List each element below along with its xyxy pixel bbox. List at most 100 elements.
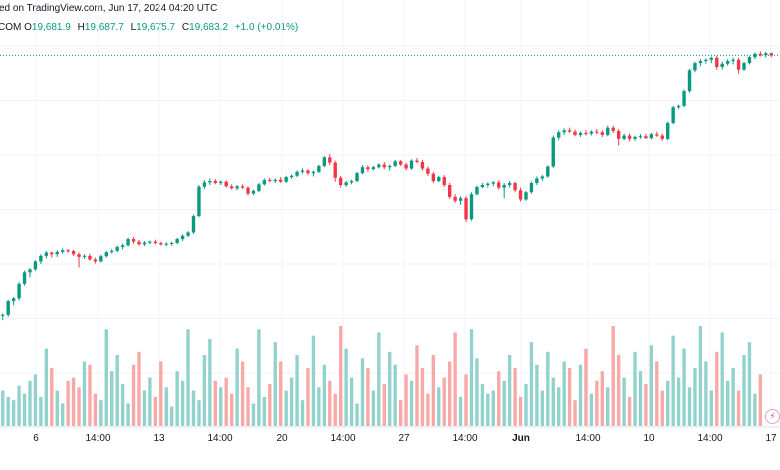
candle-body	[317, 165, 321, 172]
candle-body	[731, 59, 735, 62]
volume-bar	[126, 403, 130, 426]
volume-bar	[442, 377, 446, 426]
candle-body	[93, 259, 98, 262]
open-label: O	[24, 22, 32, 33]
candle-body	[393, 161, 397, 166]
volume-bar	[1, 390, 5, 426]
volume-bar	[360, 358, 365, 426]
volume-bar	[486, 393, 490, 426]
candle-body	[33, 261, 38, 270]
volume-bar	[219, 387, 223, 426]
candle-body	[437, 177, 441, 182]
volume-bar	[77, 387, 81, 426]
volume-bar	[529, 342, 534, 426]
candle-body	[578, 132, 583, 135]
close-value: 19,683.2	[189, 22, 229, 33]
volume-bar	[279, 361, 283, 426]
volume-bar	[6, 396, 10, 426]
volume-bar	[251, 403, 256, 426]
candle-body	[388, 165, 392, 168]
candle-body	[382, 164, 386, 168]
candle-body	[55, 251, 59, 255]
candle-body	[273, 179, 277, 182]
volume-bar	[420, 367, 425, 426]
candle-body	[420, 161, 425, 169]
volume-bar	[88, 364, 92, 426]
candle-body	[279, 179, 283, 182]
candle-body	[682, 91, 686, 106]
volume-bar	[567, 367, 572, 426]
volume-bar	[93, 393, 98, 426]
volume-bar	[224, 377, 228, 426]
candle-body	[518, 190, 523, 200]
volume-bar	[180, 380, 185, 426]
candle-body	[584, 132, 588, 134]
low-label: L	[130, 22, 137, 33]
candle-body	[606, 127, 610, 135]
candle-body	[180, 235, 185, 240]
volume-bar	[584, 348, 588, 426]
volume-bar	[627, 396, 632, 426]
candle-body	[22, 272, 27, 284]
candle-body	[328, 157, 332, 163]
volume-bar	[371, 390, 376, 426]
volume-bar	[377, 332, 381, 426]
volume-bar	[322, 364, 327, 426]
volume-bar	[104, 329, 108, 426]
volume-bar	[573, 400, 577, 426]
candle-body	[82, 255, 87, 257]
candle-body	[769, 53, 773, 56]
volume-bar	[317, 387, 321, 426]
candle-body	[257, 184, 261, 191]
volume-bar	[17, 385, 21, 426]
x-tick-label: 20	[276, 433, 288, 444]
candle-body	[464, 198, 468, 220]
candle-body	[17, 283, 21, 299]
x-tick-label: 14:00	[575, 433, 600, 444]
candle-body	[322, 157, 327, 166]
volume-bars	[1, 326, 763, 426]
candle-body	[676, 105, 681, 108]
candle-body	[295, 171, 299, 176]
volume-bar	[131, 364, 136, 426]
volume-bar	[758, 374, 763, 426]
candle-body	[120, 245, 125, 247]
candle-body	[224, 181, 228, 187]
candle-body	[502, 185, 506, 188]
candle-body	[186, 232, 190, 236]
candle-body	[595, 131, 599, 133]
volume-bar	[551, 377, 555, 426]
candle-body	[660, 135, 664, 139]
candle-body	[66, 250, 70, 252]
candle-body	[720, 63, 724, 68]
lightning-icon[interactable]: ⚡	[765, 409, 780, 424]
candle-body	[638, 136, 643, 138]
candle-body	[229, 186, 234, 189]
high-value: 19,687.7	[84, 22, 124, 33]
candle-body	[191, 215, 196, 233]
volume-bar	[606, 387, 610, 426]
volume-bar	[33, 374, 38, 426]
candle-body	[497, 182, 501, 188]
x-tick-label: 14:00	[330, 433, 355, 444]
candle-body	[142, 242, 147, 245]
volume-bar	[159, 361, 163, 426]
volume-bar	[110, 371, 114, 426]
volume-bar	[398, 400, 403, 426]
x-tick-label: 10	[643, 433, 655, 444]
candle-body	[557, 132, 561, 138]
candle-body	[115, 246, 119, 251]
volume-bar	[513, 367, 517, 426]
ohlc-legend: COM O19,681.9 H19,687.7 L19,675.7 C19,68…	[0, 22, 302, 33]
candle-body	[480, 185, 485, 187]
x-tick-label: 17	[765, 433, 777, 444]
volume-bar	[524, 384, 528, 426]
candle-body	[99, 256, 103, 262]
candle-body	[360, 167, 365, 174]
candle-body	[77, 254, 81, 257]
candle-body	[197, 186, 201, 216]
volume-bar	[393, 364, 397, 426]
x-tick-label: 14:00	[207, 433, 232, 444]
candle-body	[475, 186, 479, 195]
